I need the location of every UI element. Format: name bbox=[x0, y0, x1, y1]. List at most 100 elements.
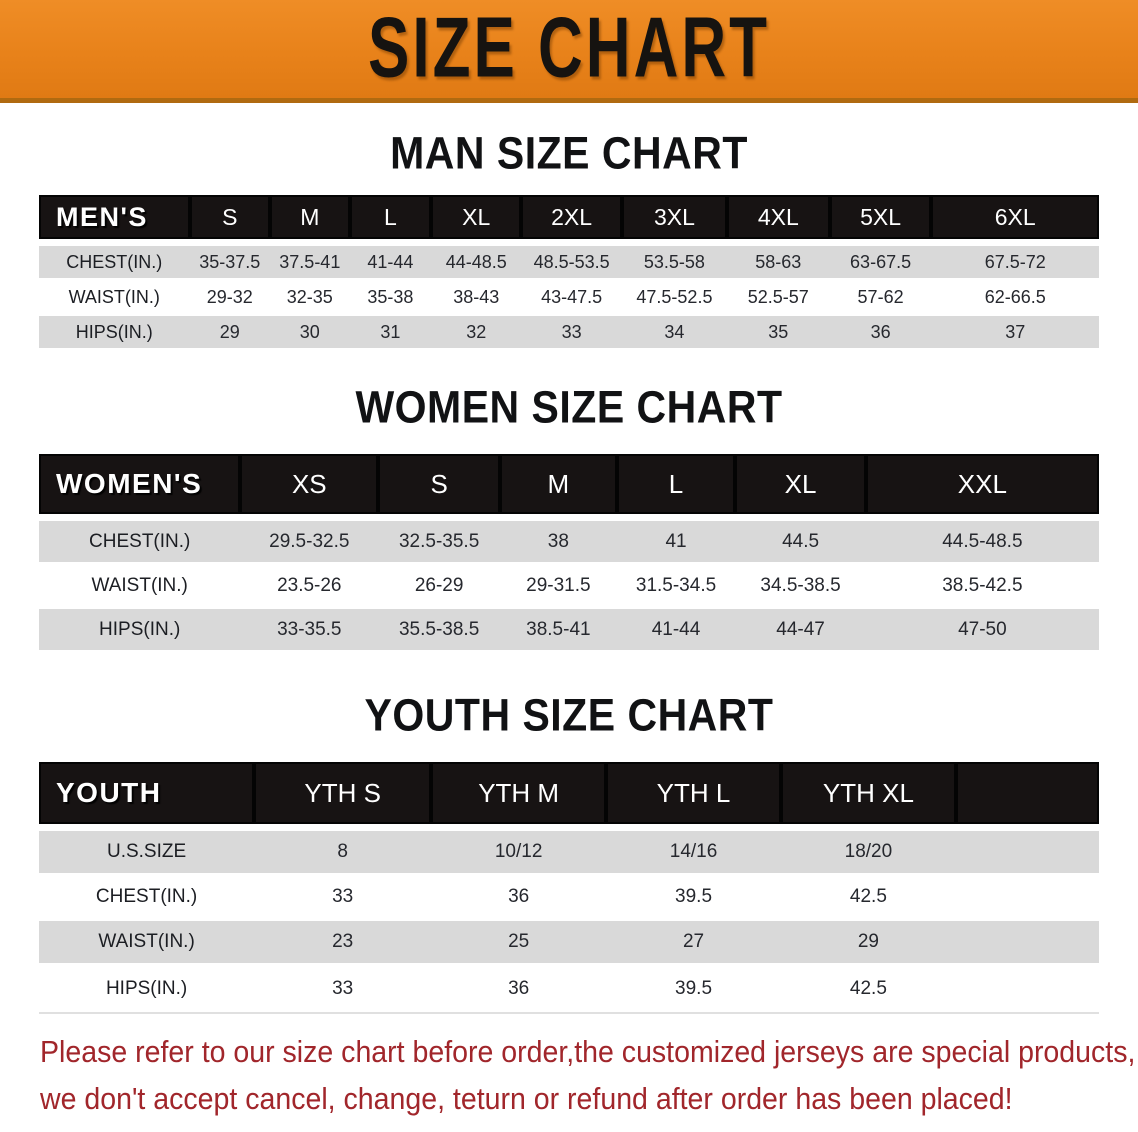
size-value: 36 bbox=[829, 313, 932, 351]
size-value: 48.5-53.5 bbox=[521, 239, 622, 281]
table-row: HIPS(IN.) 33-35.5 35.5-38.5 38.5-41 41-44 44-… bbox=[39, 606, 1099, 653]
size-header: L bbox=[616, 454, 736, 514]
size-value: 34 bbox=[621, 313, 727, 351]
size-header: 5XL bbox=[829, 195, 932, 239]
table-label: WOMEN'S bbox=[39, 454, 241, 514]
table-header-row: WOMEN'S XS S M L XL XXL bbox=[39, 454, 1099, 514]
size-value: 43-47.5 bbox=[521, 281, 622, 313]
size-value: 44-48.5 bbox=[431, 239, 522, 281]
size-value: 10/12 bbox=[431, 824, 607, 876]
size-header: S bbox=[189, 195, 271, 239]
banner-title: SIZE CHART bbox=[368, 0, 770, 96]
table-row: CHEST(IN.) 33 36 39.5 42.5 bbox=[39, 876, 1099, 918]
size-value: 38.5-41 bbox=[500, 606, 617, 653]
size-header: 2XL bbox=[521, 195, 622, 239]
size-header: XXL bbox=[865, 454, 1099, 514]
size-value: 57-62 bbox=[829, 281, 932, 313]
size-value: 38-43 bbox=[431, 281, 522, 313]
size-header: 3XL bbox=[621, 195, 727, 239]
size-value: 39.5 bbox=[606, 966, 781, 1014]
men-size-table: MEN'S S M L XL 2XL 3XL 4XL 5XL 6XL CHEST(IN.) 35-37… bbox=[39, 195, 1099, 351]
size-value: 26-29 bbox=[378, 565, 501, 606]
row-label: CHEST(IN.) bbox=[39, 876, 255, 918]
filler-cell bbox=[955, 966, 1099, 1014]
size-value: 29 bbox=[189, 313, 271, 351]
size-value: 41-44 bbox=[616, 606, 736, 653]
size-header: YTH L bbox=[606, 762, 781, 824]
size-value: 35 bbox=[726, 313, 830, 351]
size-value: 53.5-58 bbox=[621, 239, 727, 281]
size-value: 29 bbox=[780, 918, 956, 966]
size-header: 6XL bbox=[931, 195, 1099, 239]
table-row: WAIST(IN.) 29-32 32-35 35-38 38-43 43-47.5 47.… bbox=[39, 281, 1099, 313]
filler-cell bbox=[955, 762, 1099, 824]
row-label: WAIST(IN.) bbox=[39, 281, 190, 313]
size-value: 32-35 bbox=[270, 281, 350, 313]
size-value: 42.5 bbox=[780, 876, 956, 918]
table-header-row: YOUTH YTH S YTH M YTH L YTH XL bbox=[39, 762, 1099, 824]
row-label: WAIST(IN.) bbox=[39, 918, 255, 966]
size-value: 29-31.5 bbox=[500, 565, 617, 606]
size-value: 38.5-42.5 bbox=[865, 565, 1099, 606]
size-value: 8 bbox=[254, 824, 432, 876]
row-label: HIPS(IN.) bbox=[39, 313, 190, 351]
size-value: 33 bbox=[521, 313, 622, 351]
women-section-title: WOMEN SIZE CHART bbox=[355, 381, 783, 433]
youth-section-title: YOUTH SIZE CHART bbox=[364, 689, 774, 741]
banner: SIZE CHART bbox=[0, 0, 1138, 103]
filler-cell bbox=[955, 876, 1099, 918]
table-row: CHEST(IN.) 35-37.5 37.5-41 41-44 44-48.5 48.5… bbox=[39, 239, 1099, 281]
table-label: MEN'S bbox=[39, 195, 190, 239]
size-value: 62-66.5 bbox=[931, 281, 1099, 313]
size-value: 58-63 bbox=[726, 239, 830, 281]
table-row: WAIST(IN.) 23.5-26 26-29 29-31.5 31.5-34.5 34… bbox=[39, 565, 1099, 606]
size-header: XS bbox=[240, 454, 379, 514]
size-header: S bbox=[378, 454, 501, 514]
row-label: CHEST(IN.) bbox=[39, 514, 241, 565]
filler-cell bbox=[955, 824, 1099, 876]
order-notice: Please refer to our size chart before or… bbox=[40, 1028, 1138, 1122]
table-row: HIPS(IN.) 29 30 31 32 33 34 35 36 37 bbox=[39, 313, 1099, 351]
size-value: 33 bbox=[254, 876, 432, 918]
size-value: 47.5-52.5 bbox=[621, 281, 727, 313]
size-value: 63-67.5 bbox=[829, 239, 932, 281]
size-value: 41-44 bbox=[349, 239, 432, 281]
size-value: 67.5-72 bbox=[931, 239, 1099, 281]
size-value: 32 bbox=[431, 313, 522, 351]
row-label: CHEST(IN.) bbox=[39, 239, 190, 281]
size-value: 33 bbox=[254, 966, 432, 1014]
women-size-table: WOMEN'S XS S M L XL XXL CHEST(IN.) 29.5-32.5 32.5… bbox=[39, 454, 1099, 653]
size-value: 36 bbox=[431, 966, 607, 1014]
size-value: 41 bbox=[616, 514, 736, 565]
size-value: 23 bbox=[254, 918, 432, 966]
table-row: WAIST(IN.) 23 25 27 29 bbox=[39, 918, 1099, 966]
size-header: L bbox=[349, 195, 432, 239]
notice-line-1: Please refer to our size chart before or… bbox=[40, 1034, 1136, 1069]
row-label: WAIST(IN.) bbox=[39, 565, 241, 606]
man-section-title: MAN SIZE CHART bbox=[390, 127, 748, 179]
size-value: 35-37.5 bbox=[189, 239, 271, 281]
size-value: 47-50 bbox=[865, 606, 1099, 653]
size-header: XL bbox=[735, 454, 866, 514]
size-value: 14/16 bbox=[606, 824, 781, 876]
row-label: HIPS(IN.) bbox=[39, 966, 255, 1014]
size-header: YTH XL bbox=[780, 762, 956, 824]
size-value: 25 bbox=[431, 918, 607, 966]
row-label: U.S.SIZE bbox=[39, 824, 255, 876]
size-value: 31.5-34.5 bbox=[616, 565, 736, 606]
size-value: 36 bbox=[431, 876, 607, 918]
size-value: 29.5-32.5 bbox=[240, 514, 379, 565]
row-label: HIPS(IN.) bbox=[39, 606, 241, 653]
youth-size-table: YOUTH YTH S YTH M YTH L YTH XL U.S.SIZE 8 10/12… bbox=[39, 762, 1099, 1014]
size-value: 38 bbox=[500, 514, 617, 565]
size-value: 44-47 bbox=[735, 606, 866, 653]
size-value: 37.5-41 bbox=[270, 239, 350, 281]
size-value: 37 bbox=[931, 313, 1099, 351]
table-row: CHEST(IN.) 29.5-32.5 32.5-35.5 38 41 44.5 44.5… bbox=[39, 514, 1099, 565]
size-value: 18/20 bbox=[780, 824, 956, 876]
size-value: 35.5-38.5 bbox=[378, 606, 501, 653]
filler-cell bbox=[955, 918, 1099, 966]
size-header: 4XL bbox=[726, 195, 830, 239]
size-header: XL bbox=[431, 195, 522, 239]
size-header: M bbox=[270, 195, 350, 239]
